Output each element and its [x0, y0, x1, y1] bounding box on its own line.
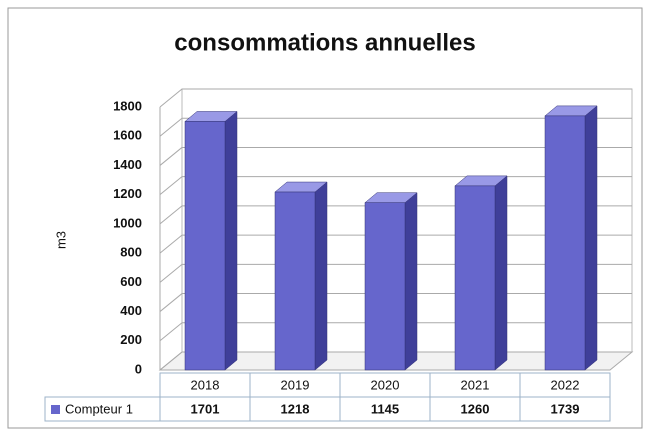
grid-line-side: [159, 322, 183, 342]
bar-front: [364, 202, 406, 371]
y-tick-label: 1600: [113, 128, 142, 143]
y-tick-label: 1000: [113, 215, 142, 230]
bar-front: [184, 121, 226, 371]
y-tick-label: 400: [120, 303, 142, 318]
chart-title: consommations annuelles: [174, 29, 475, 56]
y-tick-label: 1800: [113, 98, 142, 113]
grid-line-side: [159, 263, 183, 283]
table-value: 1260: [461, 401, 490, 416]
x-tick-label: 2022: [551, 377, 580, 392]
grid-line-side: [159, 176, 183, 196]
bar-front: [454, 185, 496, 371]
y-tick-label: 600: [120, 274, 142, 289]
y-tick-label: 1400: [113, 157, 142, 172]
grid-line-side: [159, 234, 183, 254]
legend-label: Compteur 1: [65, 401, 133, 416]
table-value: 1145: [371, 401, 399, 416]
bar-front: [544, 115, 586, 371]
bar: [184, 110, 238, 371]
grid-line-side: [159, 205, 183, 225]
table-val-row: [44, 396, 611, 422]
x-tick-label: 2020: [371, 377, 400, 392]
bar-front: [274, 191, 316, 371]
bar-side: [494, 175, 508, 371]
bar: [544, 105, 598, 371]
y-tick-label: 0: [135, 361, 142, 376]
bar-side: [314, 181, 328, 371]
grid-line: [159, 88, 632, 108]
grid-line-side: [159, 293, 183, 312]
x-tick-label: 2021: [461, 377, 490, 392]
grid-line-side: [159, 88, 183, 108]
bar: [364, 192, 418, 371]
bar: [274, 181, 328, 371]
bar-side: [404, 192, 418, 371]
bar: [454, 175, 508, 371]
grid-line-side: [159, 351, 183, 371]
y-tick-label: 1200: [113, 186, 142, 201]
bar-side: [584, 105, 598, 371]
grid-line-side: [159, 147, 183, 166]
y-tick-label: 200: [120, 332, 142, 347]
grid-line-side: [159, 117, 183, 137]
table-value: 1218: [281, 401, 310, 416]
table-cat-row: [159, 372, 611, 398]
x-tick-label: 2019: [281, 377, 310, 392]
legend-swatch: [51, 405, 60, 414]
table-value: 1739: [551, 401, 580, 416]
y-tick-label: 800: [120, 245, 142, 260]
x-tick-label: 2018: [191, 377, 220, 392]
y-axis-label: m3: [53, 231, 68, 249]
bar-side: [224, 110, 238, 371]
table-value: 1701: [191, 401, 220, 416]
